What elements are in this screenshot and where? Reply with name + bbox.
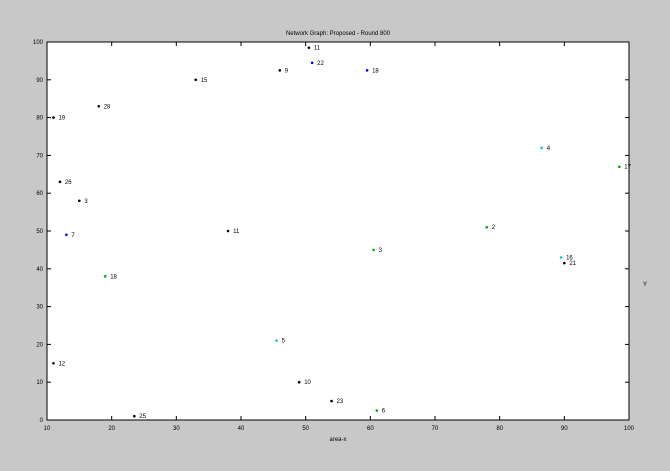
data-point	[226, 229, 230, 233]
x-tick-label: 40	[238, 426, 245, 432]
data-point	[540, 146, 543, 150]
x-tick-label: 90	[561, 426, 568, 432]
data-point	[372, 248, 375, 252]
data-point-label: 11	[233, 229, 240, 235]
data-point-label: 10	[304, 380, 311, 386]
data-point-label: 26	[65, 180, 72, 186]
data-point	[278, 69, 282, 72]
data-point-label: 15	[201, 78, 208, 84]
data-point	[485, 225, 489, 229]
data-point	[275, 339, 278, 342]
y-tick-label: 60	[36, 191, 43, 197]
data-point	[310, 61, 314, 65]
data-point-label: 9	[285, 68, 289, 74]
data-point	[307, 46, 311, 49]
data-point	[618, 165, 621, 169]
y-tick-label: 90	[36, 78, 43, 84]
x-axis-label: area-x	[329, 437, 346, 443]
data-point-label: 7	[71, 233, 75, 239]
x-tick-label: 100	[624, 426, 635, 432]
data-point-label: 18	[372, 68, 379, 74]
data-point	[133, 414, 136, 418]
data-point-label: 21	[569, 261, 576, 267]
y-tick-label: 50	[36, 229, 43, 235]
data-point	[97, 104, 101, 108]
data-point-label: 18	[110, 274, 117, 280]
data-point-label: 23	[337, 399, 344, 405]
data-point-label: 3	[379, 248, 383, 254]
data-point	[297, 380, 301, 384]
data-point-label: 28	[104, 104, 111, 110]
data-point	[365, 69, 369, 72]
data-point	[58, 180, 62, 184]
y-tick-label: 70	[36, 153, 43, 159]
data-point-label: 2	[492, 225, 496, 231]
data-point-label: 12	[58, 361, 65, 367]
axes-background	[46, 41, 630, 421]
data-point-label: 11	[314, 46, 321, 52]
data-point	[563, 261, 566, 265]
data-point	[52, 116, 55, 119]
y-tick-label: 100	[33, 40, 44, 46]
data-point	[559, 256, 563, 259]
y-tick-label: 80	[36, 116, 43, 122]
x-tick-label: 80	[496, 426, 503, 432]
data-point	[194, 78, 198, 82]
y-tick-label: 40	[36, 267, 43, 273]
axis-ticks: 10 20 30 40 50 60 70 80 90 1000102030405060708090…	[33, 40, 635, 432]
data-point-label: 6	[382, 409, 386, 415]
data-point	[65, 233, 68, 237]
data-point-label: 22	[317, 61, 324, 67]
data-point	[103, 275, 107, 278]
y-tick-label: 10	[36, 380, 43, 386]
data-point-label: 4	[547, 146, 551, 152]
y-tick-label: 0	[40, 418, 44, 424]
data-point-label: 5	[282, 339, 286, 345]
data-point-label: 16	[566, 255, 573, 261]
x-tick-label: 20	[108, 426, 115, 432]
data-point-label: 25	[139, 414, 146, 420]
x-tick-label: 50	[302, 426, 309, 432]
data-point-label: 17	[624, 165, 631, 171]
data-point-label: 19	[58, 116, 65, 122]
x-tick-label: 30	[173, 426, 180, 432]
y-tick-label: 30	[36, 305, 43, 311]
chart-title: Network Graph: Proposed - Round 800	[286, 31, 391, 37]
y-axis-label: Y	[643, 282, 647, 288]
y-tick-label: 20	[36, 342, 43, 348]
x-tick-label: 60	[367, 426, 374, 432]
x-tick-label: 10	[44, 426, 51, 432]
data-point	[52, 362, 55, 365]
x-tick-label: 70	[432, 426, 439, 432]
data-point	[375, 409, 379, 412]
data-point	[330, 399, 333, 403]
data-point-label: 3	[84, 199, 88, 205]
data-point	[78, 199, 81, 203]
